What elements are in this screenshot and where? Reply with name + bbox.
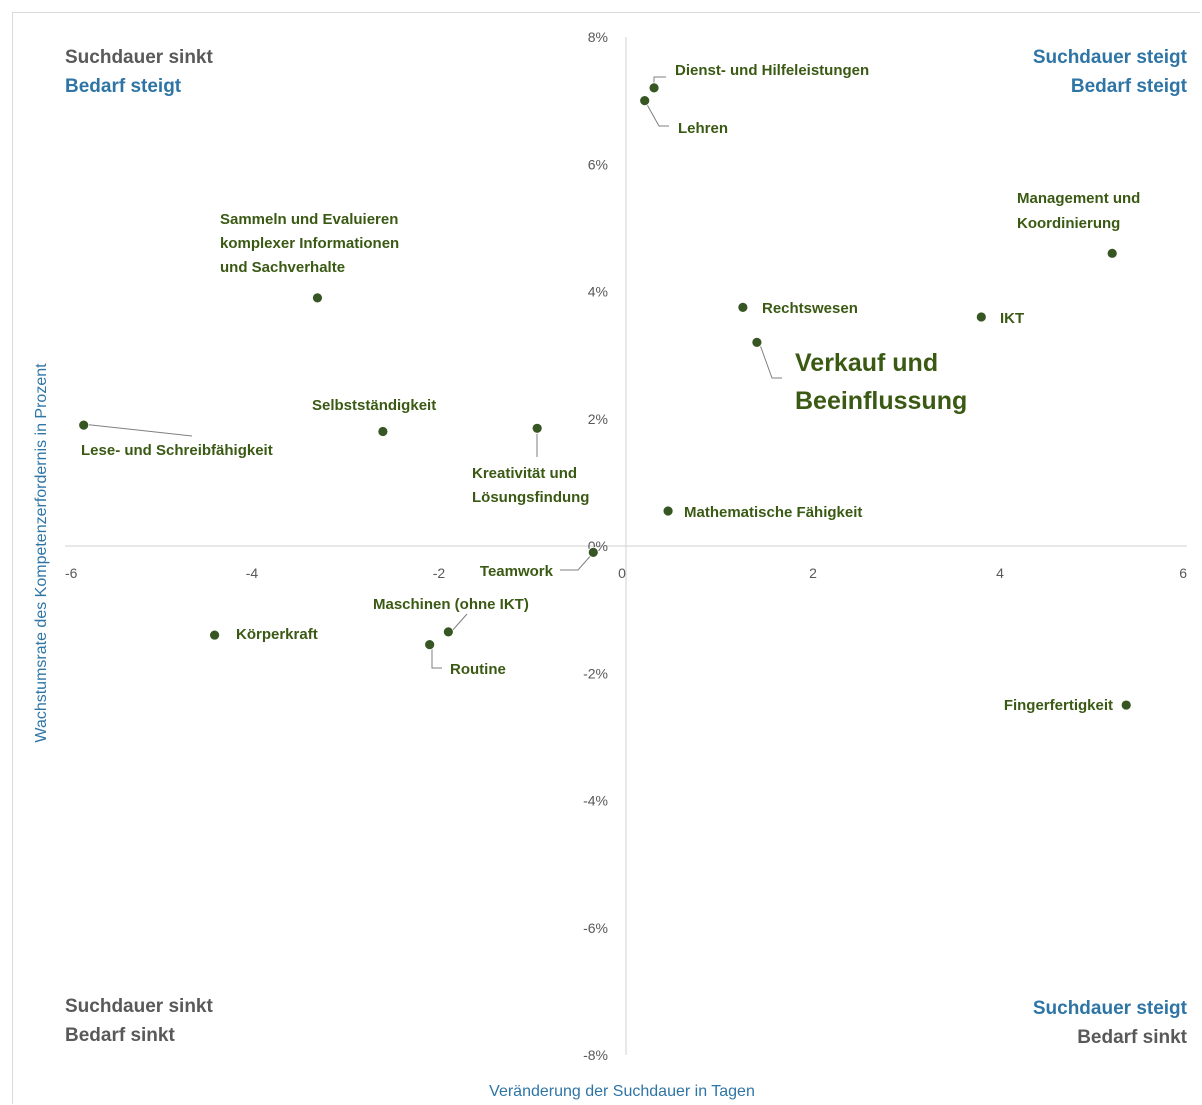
data-point <box>78 419 90 431</box>
point-label: Verkauf und Beeinflussung <box>795 349 967 415</box>
quadrant-label-bottom-left: Suchdauer sinkt <box>65 996 213 1017</box>
point-labels: Dienst- und Hilfeleistungen Lehren Managem… <box>81 62 1140 714</box>
point-label: Kreativität und Lösungsfindung <box>472 465 589 506</box>
data-point <box>975 311 987 323</box>
data-point <box>209 629 221 641</box>
y-tick-label: 8% <box>588 29 608 45</box>
x-tick-label: -6 <box>65 565 78 581</box>
quadrant-label-top-left: Suchdauer sinkt <box>65 47 213 68</box>
data-points <box>78 82 1132 711</box>
data-point <box>1106 247 1118 259</box>
leader-line <box>644 100 669 127</box>
y-axis-title: Wachstumsrate des Kompetenzerfordernis i… <box>33 363 50 743</box>
data-point <box>662 505 674 517</box>
quadrant-label-top-right: Bedarf steigt <box>1071 76 1188 97</box>
point-label: Lese- und Schreibfähigkeit <box>81 442 273 459</box>
quadrant-label-bottom-left: Bedarf sinkt <box>65 1025 175 1046</box>
data-point <box>1120 699 1132 711</box>
data-point <box>587 546 599 558</box>
data-point <box>312 292 323 304</box>
y-tick-label: -8% <box>583 1047 608 1063</box>
point-label: IKT <box>1000 310 1024 327</box>
x-tick-label: 6 <box>1179 565 1187 581</box>
point-label: Routine <box>450 661 506 678</box>
axes <box>65 37 1187 1055</box>
x-tick-label: 2 <box>809 565 817 581</box>
data-point <box>737 302 749 313</box>
point-label: Dienst- und Hilfeleistungen <box>675 62 869 79</box>
leader-lines <box>81 76 782 669</box>
leader-line <box>758 341 782 379</box>
point-label: Körperkraft <box>236 626 318 643</box>
point-label: Teamwork <box>480 563 554 580</box>
leader-line <box>560 552 594 571</box>
y-tick-label: 2% <box>588 411 608 427</box>
leader-line <box>431 645 442 669</box>
data-point <box>531 422 543 434</box>
data-point <box>648 82 660 94</box>
point-label: Selbstständigkeit <box>312 397 436 414</box>
point-label: Lehren <box>678 120 728 137</box>
quadrant-label-top-right: Suchdauer steigt <box>1033 47 1188 68</box>
data-point <box>377 426 389 437</box>
data-point <box>424 639 436 651</box>
x-tick-label: 0 <box>618 565 626 581</box>
x-axis-title: Veränderung der Suchdauer in Tagen <box>489 1083 755 1100</box>
ticks: -6 -4 -2 0 2 4 68%6%4%2%0%-2%-4%-6%-8% <box>65 29 1187 1063</box>
point-label: Management und Koordinierung <box>1017 190 1140 232</box>
y-tick-label: -4% <box>583 793 608 809</box>
chart-frame <box>12 12 1200 1104</box>
point-label: Mathematische Fähigkeit <box>684 504 862 521</box>
point-label: Maschinen (ohne IKT) <box>373 596 529 613</box>
leader-line <box>450 613 468 633</box>
leader-line <box>81 423 193 437</box>
quadrant-label-bottom-right: Bedarf sinkt <box>1077 1027 1187 1048</box>
point-label: Fingerfertigkeit <box>1004 697 1113 714</box>
quadrant-label-bottom-right: Suchdauer steigt <box>1033 998 1188 1019</box>
point-label: Rechtswesen <box>762 300 858 317</box>
x-tick-label: -4 <box>246 565 259 581</box>
quadrant-labels: Suchdauer sinkt Bedarf steigt Suchdauer st… <box>65 47 1188 1048</box>
y-tick-label: 6% <box>588 156 608 172</box>
data-point <box>639 95 651 107</box>
y-tick-label: -2% <box>583 665 608 681</box>
data-point <box>442 626 454 638</box>
quadrant-label-top-left: Bedarf steigt <box>65 76 182 97</box>
y-tick-label: 4% <box>588 284 608 300</box>
y-tick-label: -6% <box>583 920 608 936</box>
x-tick-label: -2 <box>433 565 446 581</box>
data-point <box>751 336 763 348</box>
x-tick-label: 4 <box>996 565 1004 581</box>
point-label: Sammeln und Evaluieren komplexer Informat… <box>220 211 399 276</box>
